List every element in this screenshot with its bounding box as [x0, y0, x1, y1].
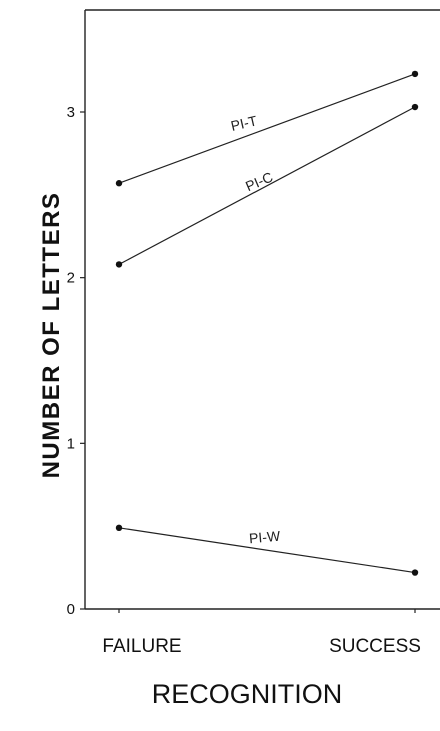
- data-point: [115, 180, 123, 187]
- series-label: PI-T: [229, 112, 259, 134]
- x-category-label: SUCCESS: [329, 636, 421, 657]
- series-line: [118, 106, 416, 265]
- x-category-label: FAILURE: [102, 636, 181, 657]
- data-point: [411, 103, 419, 111]
- series-line: [118, 73, 416, 184]
- y-tick-label: 0: [67, 601, 75, 618]
- y-ticks: 0 1 2 3: [67, 104, 85, 618]
- y-tick-label: 1: [67, 435, 75, 452]
- x-axis-label: RECOGNITION: [152, 679, 343, 709]
- y-tick-label: 3: [67, 104, 75, 121]
- data-point: [115, 524, 123, 532]
- data-point: [411, 70, 419, 78]
- series-group: PI-TPI-CPI-W: [115, 70, 419, 576]
- y-axis-label: NUMBER OF LETTERS: [38, 192, 65, 479]
- y-tick-label: 2: [67, 270, 75, 287]
- axes: [84, 9, 440, 610]
- data-point: [411, 569, 419, 576]
- x-categories: FAILURE SUCCESS: [102, 609, 421, 657]
- series-label: PI-W: [248, 528, 281, 547]
- series-line: [118, 527, 416, 574]
- data-point: [115, 261, 123, 268]
